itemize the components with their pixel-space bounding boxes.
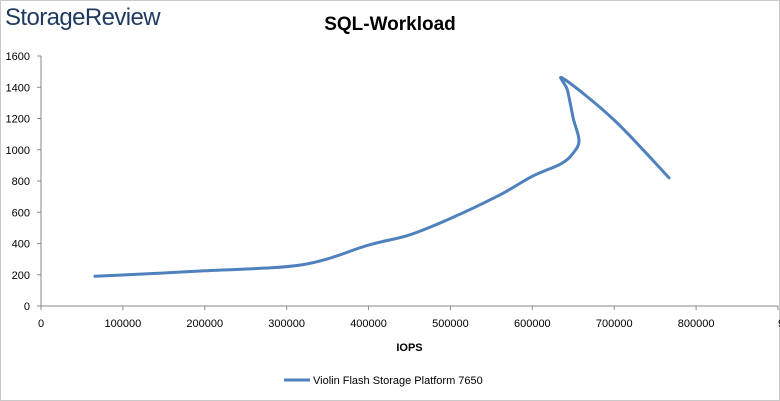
series-line	[93, 75, 671, 278]
y-tick-label: 800	[12, 176, 30, 188]
x-tick-labels: 0 100000 200000 300000 400000 500000 600000 700…	[38, 318, 780, 330]
x-tick-label: 700000	[596, 318, 633, 330]
x-tick-label: 900000	[778, 318, 780, 330]
x-tick-label: 400000	[350, 318, 387, 330]
y-tick-label: 600	[12, 207, 30, 219]
legend: Violin Flash Storage Platform 7650	[284, 375, 483, 387]
x-tick-label: 800000	[678, 318, 715, 330]
y-tick-labels: 0 200 400 600 800 1000 1200 1400 1600	[6, 51, 30, 313]
y-tick-label: 1400	[6, 82, 30, 94]
legend-label: Violin Flash Storage Platform 7650	[313, 375, 483, 387]
plot-area	[93, 75, 671, 278]
axes	[37, 55, 779, 310]
y-tick-label: 400	[12, 239, 30, 251]
chart-title: SQL-Workload	[324, 14, 456, 35]
x-tick-label: 200000	[186, 318, 223, 330]
x-tick-label: 500000	[432, 318, 469, 330]
x-axis-title: IOPS	[396, 342, 422, 354]
x-tick-label: 0	[38, 318, 44, 330]
y-tick-label: 1200	[6, 114, 30, 126]
x-tick-label: 300000	[268, 318, 305, 330]
storagereview-logo: StorageReview	[5, 4, 161, 31]
y-tick-label: 200	[12, 270, 30, 282]
y-tick-label: 1000	[6, 145, 30, 157]
y-tick-label: 1600	[6, 51, 30, 63]
y-tick-label: 0	[24, 301, 30, 313]
x-tick-label: 600000	[514, 318, 551, 330]
x-tick-label: 100000	[105, 318, 142, 330]
